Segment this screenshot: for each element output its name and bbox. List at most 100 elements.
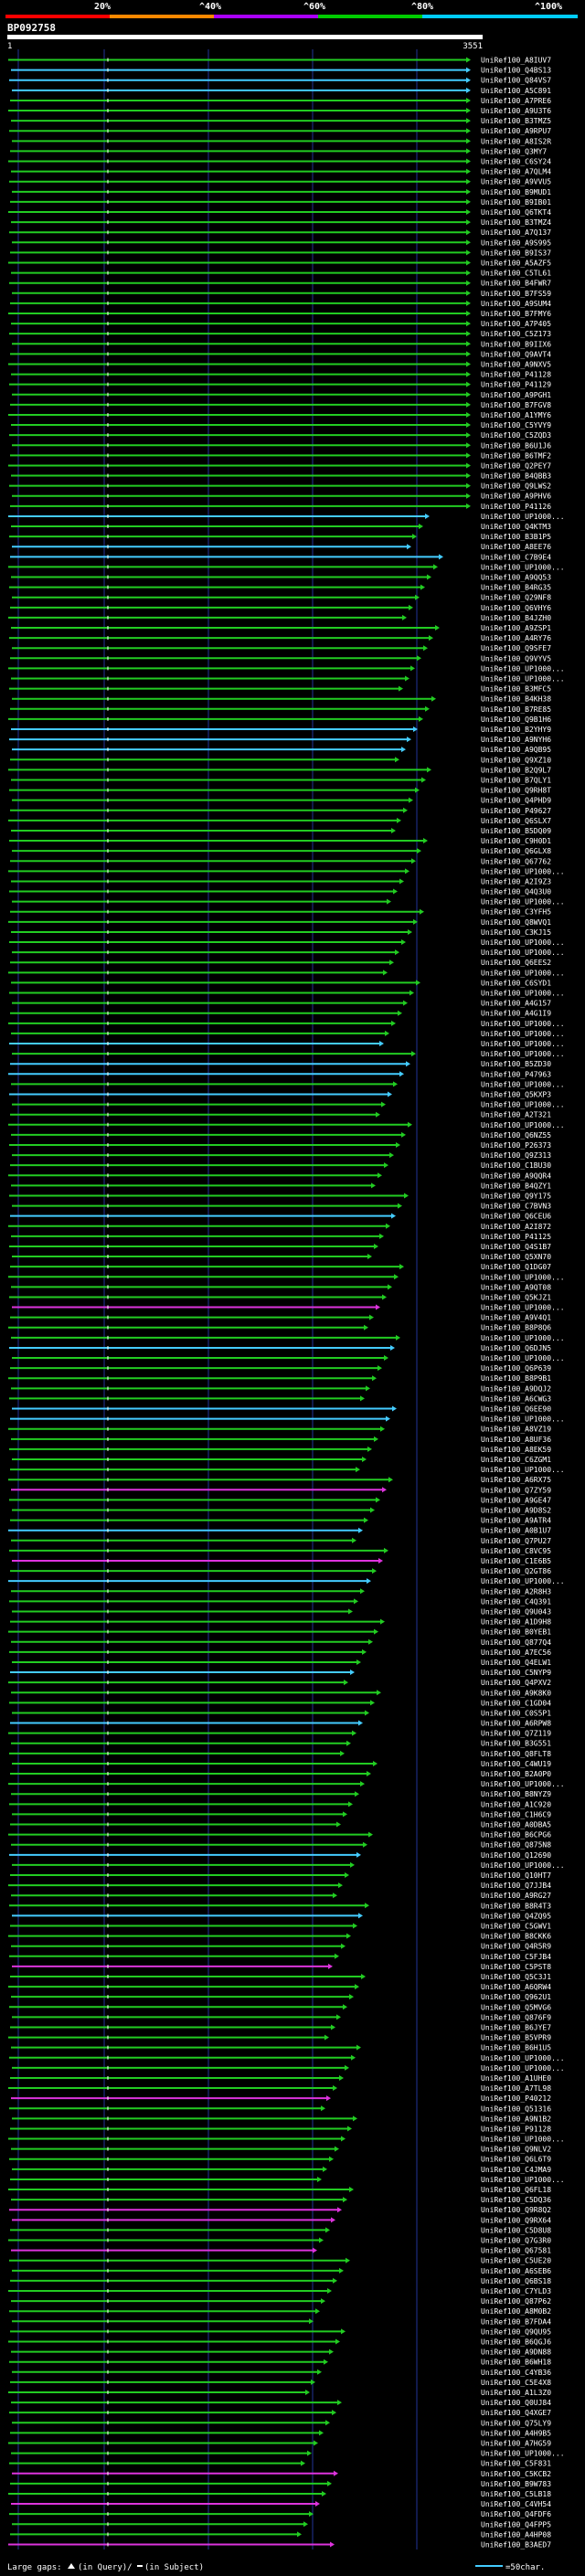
- hit-row[interactable]: UniRef100_UP1000...: [10, 1466, 565, 1474]
- hit-label[interactable]: UniRef100_A0DBA5: [481, 1821, 551, 1829]
- hit-row[interactable]: UniRef100_B4QBB3: [11, 472, 551, 481]
- hit-row[interactable]: UniRef100_A5C891: [12, 87, 551, 95]
- hit-row[interactable]: UniRef100_Q7JJB4: [8, 1882, 551, 1890]
- hit-label[interactable]: UniRef100_Q876F9: [481, 2013, 551, 2021]
- hit-row[interactable]: UniRef100_UP1000...: [11, 1334, 565, 1342]
- hit-row[interactable]: UniRef100_Q6CEU6: [10, 1213, 551, 1221]
- hit-label[interactable]: UniRef100_Q5KXP3: [481, 1091, 551, 1099]
- hit-label[interactable]: UniRef100_Q6TKT4: [481, 208, 551, 217]
- hit-label[interactable]: UniRef100_A4H9B5: [481, 2429, 551, 2437]
- hit-label[interactable]: UniRef100_A9DQJ2: [481, 1384, 551, 1393]
- hit-row[interactable]: UniRef100_B6CPG6: [8, 1831, 551, 1839]
- hit-row[interactable]: UniRef100_C1BU30: [10, 1161, 551, 1170]
- hit-label[interactable]: UniRef100_Q877Q4: [481, 1638, 551, 1647]
- hit-row[interactable]: UniRef100_C5GWV1: [10, 1923, 551, 1931]
- hit-label[interactable]: UniRef100_A7Q137: [481, 228, 551, 237]
- hit-label[interactable]: UniRef100_A2R8H3: [481, 1587, 551, 1595]
- hit-label[interactable]: UniRef100_B3TMZ5: [481, 117, 551, 125]
- hit-label[interactable]: UniRef100_A9S995: [481, 239, 551, 247]
- hit-row[interactable]: UniRef100_A4G157: [12, 1000, 551, 1008]
- hit-row[interactable]: UniRef100_Q9SFE7: [12, 644, 551, 652]
- hit-label[interactable]: UniRef100_B8P9B1: [481, 1374, 551, 1383]
- hit-label[interactable]: UniRef100_UP1000...: [481, 2064, 565, 2072]
- hit-row[interactable]: UniRef100_A9N1B2: [12, 2115, 551, 2123]
- hit-label[interactable]: UniRef100_Q4S1B7: [481, 1243, 551, 1251]
- hit-label[interactable]: UniRef100_A9QT08: [481, 1283, 551, 1291]
- hit-label[interactable]: UniRef100_Q7Z119: [481, 1730, 551, 1738]
- hit-row[interactable]: UniRef100_A6RPW8: [10, 1720, 551, 1728]
- hit-row[interactable]: UniRef100_B9IIX6: [12, 340, 551, 348]
- hit-row[interactable]: UniRef100_Q6SLX7: [8, 817, 551, 825]
- hit-row[interactable]: UniRef100_Q9AVT4: [10, 350, 551, 358]
- hit-row[interactable]: UniRef100_B4JZH0: [8, 614, 551, 622]
- hit-label[interactable]: UniRef100_UP1000...: [481, 938, 565, 947]
- hit-row[interactable]: UniRef100_A7HG59: [8, 2439, 551, 2447]
- hit-label[interactable]: UniRef100_Q9NLV2: [481, 2146, 551, 2154]
- hit-label[interactable]: UniRef100_A9SUM4: [481, 300, 551, 308]
- hit-row[interactable]: UniRef100_A9DN88: [11, 2348, 551, 2357]
- hit-row[interactable]: UniRef100_Q9Y175: [9, 1192, 551, 1200]
- hit-label[interactable]: UniRef100_Q84VS7: [481, 77, 551, 85]
- hit-label[interactable]: UniRef100_B6TMF2: [481, 451, 551, 460]
- hit-label[interactable]: UniRef100_A6QRW4: [481, 1983, 551, 1991]
- hit-row[interactable]: UniRef100_A1UHE0: [10, 2074, 551, 2083]
- hit-label[interactable]: UniRef100_A4RY76: [481, 634, 551, 642]
- hit-label[interactable]: UniRef100_A0B1U7: [481, 1527, 551, 1535]
- hit-label[interactable]: UniRef100_B9IS37: [481, 249, 551, 257]
- hit-label[interactable]: UniRef100_A1D9H8: [481, 1618, 551, 1627]
- hit-label[interactable]: UniRef100_Q962U1: [481, 1993, 551, 2001]
- hit-row[interactable]: UniRef100_C1GD04: [9, 1699, 551, 1707]
- hit-label[interactable]: UniRef100_A6RX75: [481, 1476, 551, 1484]
- hit-row[interactable]: UniRef100_Q84VS7: [9, 77, 551, 85]
- hit-label[interactable]: UniRef100_C5NYP9: [481, 1669, 551, 1677]
- hit-label[interactable]: UniRef100_A8EE76: [481, 543, 551, 551]
- hit-row[interactable]: UniRef100_Q9QU95: [10, 2327, 551, 2336]
- hit-row[interactable]: UniRef100_C5D8U8: [10, 2226, 551, 2234]
- hit-row[interactable]: UniRef100_Q9XZ10: [10, 756, 551, 764]
- hit-label[interactable]: UniRef100_Q2PEY7: [481, 461, 551, 470]
- hit-label[interactable]: UniRef100_UP1000...: [481, 513, 565, 521]
- hit-row[interactable]: UniRef100_Q9NLV2: [11, 2146, 551, 2154]
- hit-label[interactable]: UniRef100_UP1000...: [481, 1050, 565, 1058]
- hit-row[interactable]: UniRef100_UP1000...: [8, 513, 565, 521]
- hit-row[interactable]: UniRef100_UP1000...: [12, 1304, 565, 1312]
- hit-label[interactable]: UniRef100_A8EK59: [481, 1446, 551, 1454]
- hit-label[interactable]: UniRef100_Q10HT7: [481, 1871, 551, 1880]
- hit-row[interactable]: UniRef100_B2YHY9: [11, 726, 551, 734]
- hit-row[interactable]: UniRef100_UP1000...: [9, 990, 565, 998]
- hit-row[interactable]: UniRef100_Q7ZY59: [11, 1486, 551, 1494]
- hit-label[interactable]: UniRef100_B8P8Q6: [481, 1324, 551, 1332]
- hit-label[interactable]: UniRef100_A7EC56: [481, 1648, 551, 1657]
- hit-row[interactable]: UniRef100_UP1000...: [9, 1040, 565, 1048]
- hit-label[interactable]: UniRef100_Q5KJZ1: [481, 1293, 551, 1301]
- hit-row[interactable]: UniRef100_A4G1I9: [10, 1010, 551, 1018]
- hit-row[interactable]: UniRef100_P41125: [11, 1233, 551, 1241]
- hit-label[interactable]: UniRef100_P26373: [481, 1141, 551, 1150]
- hit-label[interactable]: UniRef100_C6SY24: [481, 158, 551, 166]
- hit-row[interactable]: UniRef100_UP1000...: [12, 2064, 565, 2072]
- hit-row[interactable]: UniRef100_UP1000...: [9, 2054, 565, 2062]
- hit-label[interactable]: UniRef100_A4G1I9: [481, 1010, 551, 1018]
- hit-row[interactable]: UniRef100_A8EK59: [9, 1446, 551, 1454]
- hit-row[interactable]: UniRef100_B7QLY1: [11, 776, 551, 784]
- hit-label[interactable]: UniRef100_P41125: [481, 1233, 551, 1241]
- hit-row[interactable]: UniRef100_Q4R5R9: [11, 1943, 551, 1951]
- hit-row[interactable]: UniRef100_C6ZGM1: [12, 1456, 551, 1464]
- hit-label[interactable]: UniRef100_Q9SFE7: [481, 644, 551, 652]
- hit-label[interactable]: UniRef100_Q6CEU6: [481, 1213, 551, 1221]
- hit-label[interactable]: UniRef100_A5C891: [481, 87, 551, 95]
- hit-row[interactable]: UniRef100_B3TMZ4: [11, 218, 551, 227]
- hit-row[interactable]: UniRef100_C5F831: [9, 2460, 551, 2468]
- hit-label[interactable]: UniRef100_C5YVY9: [481, 421, 551, 429]
- hit-label[interactable]: UniRef100_A9PGH1: [481, 391, 551, 399]
- hit-label[interactable]: UniRef100_Q9Z313: [481, 1151, 551, 1160]
- hit-label[interactable]: UniRef100_A9NXV5: [481, 360, 551, 368]
- hit-row[interactable]: UniRef100_B6JYE7: [10, 2023, 551, 2031]
- hit-row[interactable]: UniRef100_C4JMA9: [12, 2166, 551, 2174]
- hit-label[interactable]: UniRef100_Q7JJB4: [481, 1882, 551, 1890]
- hit-row[interactable]: UniRef100_Q67581: [11, 2247, 551, 2255]
- hit-label[interactable]: UniRef100_A9QQ53: [481, 574, 551, 582]
- hit-label[interactable]: UniRef100_C4JMA9: [481, 2166, 551, 2174]
- hit-row[interactable]: UniRef100_Q4ZQ95: [12, 1912, 551, 1920]
- hit-label[interactable]: UniRef100_Q8FLT8: [481, 1750, 551, 1758]
